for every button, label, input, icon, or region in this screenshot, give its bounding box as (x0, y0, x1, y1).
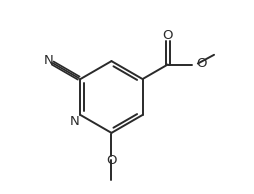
Text: O: O (163, 29, 173, 42)
Text: N: N (44, 54, 54, 68)
Text: O: O (106, 153, 117, 167)
Text: N: N (70, 115, 80, 128)
Text: O: O (196, 57, 207, 70)
